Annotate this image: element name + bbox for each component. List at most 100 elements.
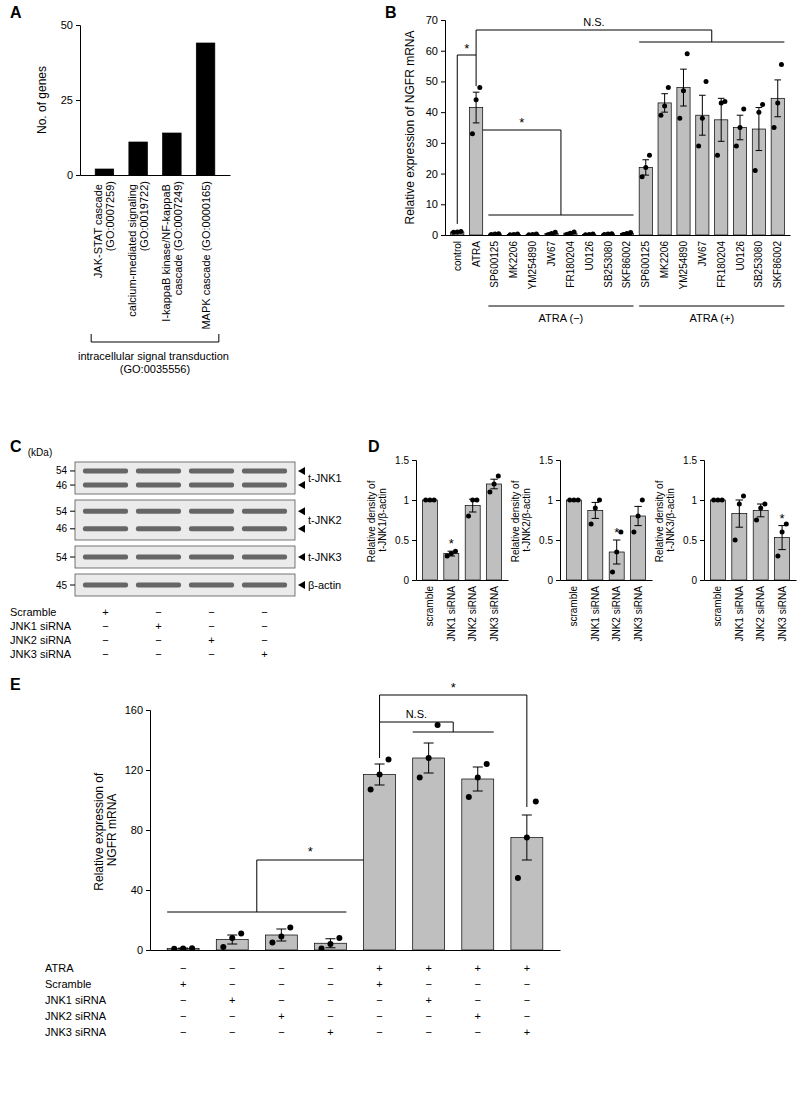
error-bar	[642, 160, 649, 175]
tick-label: JNK1 siRNA	[590, 586, 601, 642]
panel-letter: A	[10, 4, 22, 21]
tick-label: 30	[426, 137, 438, 149]
annotation: *	[464, 41, 469, 56]
tick-label: 160	[125, 704, 143, 716]
tick-mark	[556, 460, 560, 461]
tick: I-kappaB kinase/NF-kappaB cascade (GO:00…	[160, 181, 184, 322]
marker-label: 46	[56, 523, 68, 534]
condition-sign: −	[102, 620, 108, 632]
plot-marks	[422, 474, 501, 581]
condition-sign: +	[524, 962, 530, 974]
tick-label: MAPK cascade (GO:0000165)	[200, 181, 212, 330]
condition-sign: −	[524, 1010, 530, 1022]
tick-label: JW67	[546, 241, 557, 267]
data-point	[715, 153, 720, 158]
bar	[95, 169, 114, 175]
axis-title: Relative expression of NGFR mRNA	[92, 769, 119, 890]
tick-label: SKF86002	[621, 241, 632, 289]
tick-label: SP600125	[640, 241, 651, 288]
bar	[639, 167, 652, 235]
tick-label: YM254890	[527, 241, 538, 290]
tick: scramble	[424, 586, 435, 627]
tick: FR180204	[716, 241, 727, 288]
tick-mark	[700, 500, 704, 501]
data-point	[269, 940, 275, 946]
data-point	[779, 62, 784, 67]
tick: JW67	[546, 241, 557, 267]
condition-sign: −	[327, 962, 333, 974]
annotation: *	[308, 844, 313, 859]
data-point	[377, 772, 383, 778]
band	[83, 526, 128, 531]
axis-line	[76, 26, 81, 176]
tick-label: JNK2 siRNA	[611, 586, 622, 642]
axis-line	[700, 461, 705, 581]
data-point	[681, 88, 686, 93]
bar	[196, 43, 215, 175]
data-point	[368, 787, 374, 793]
tick-label: scramble	[424, 586, 435, 627]
tick: JNK2 siRNA	[611, 586, 622, 642]
data-point	[492, 482, 497, 487]
tick: 50	[61, 19, 80, 31]
unit-label: (kDa)	[28, 447, 52, 458]
axis-title: No. of genes	[35, 66, 49, 134]
tick-label: JNK3 siRNA	[633, 586, 644, 642]
tick: MK2206	[659, 241, 670, 279]
tick: scramble	[568, 586, 579, 627]
bar	[462, 779, 494, 950]
axis-line	[705, 580, 797, 581]
tick-mark	[412, 580, 416, 581]
tick-label: 120	[125, 764, 143, 776]
condition-sign: −	[278, 962, 284, 974]
band	[83, 483, 128, 488]
tick-mark	[556, 500, 560, 501]
marker-tick	[70, 557, 75, 558]
condition-label: ATRA	[45, 962, 74, 974]
error-bar	[737, 115, 744, 140]
text-line: t-JNK1/β-actin	[377, 488, 388, 552]
tick: JNK3 siRNA	[777, 586, 788, 642]
band	[83, 509, 128, 514]
row-label: t-JNK2	[308, 514, 342, 526]
tick: 70	[426, 14, 445, 26]
tick-label: 20	[426, 168, 438, 180]
data-point	[722, 99, 727, 104]
tick-mark	[412, 460, 416, 461]
tick-mark	[146, 830, 150, 831]
error-bar	[424, 743, 434, 773]
band	[242, 483, 287, 488]
band	[136, 509, 181, 514]
condition-sign: +	[229, 994, 235, 1006]
y-axis: 04080120160	[125, 704, 151, 956]
condition-sign: −	[229, 1010, 235, 1022]
axis-line	[446, 235, 791, 236]
tick-label: SKF86002	[772, 241, 783, 289]
data-point	[593, 506, 598, 511]
bar	[487, 484, 502, 580]
tick: JNK3 siRNA	[489, 586, 500, 642]
data-point	[643, 165, 648, 170]
axis-line	[441, 21, 446, 236]
condition-sign: −	[155, 648, 161, 660]
marker-label: 54	[56, 506, 68, 517]
tick: FR180204	[565, 241, 576, 288]
condition-sign: −	[278, 978, 284, 990]
x-axis: scrambleJNK1 siRNAJNK2 siRNAJNK3 siRNA	[417, 581, 509, 642]
condition-sign: −	[261, 606, 267, 618]
error-bar	[522, 815, 532, 860]
blot-panel	[75, 500, 295, 540]
condition-sign: −	[475, 994, 481, 1006]
group-label: intracellular signal transduction (GO:00…	[78, 350, 232, 375]
tick-label: 1	[691, 495, 697, 506]
condition-sign: −	[425, 978, 431, 990]
data-point	[229, 935, 235, 941]
axis-title: Relative density of t-JNK1/β-actin	[366, 478, 388, 563]
data-point	[662, 104, 667, 109]
tick: calcium-mediated signaling (GO:0019722)	[126, 181, 150, 317]
band	[189, 468, 234, 473]
data-point	[760, 102, 765, 107]
data-point	[677, 116, 682, 121]
tick-mark	[146, 950, 150, 951]
data-point	[496, 231, 501, 235]
